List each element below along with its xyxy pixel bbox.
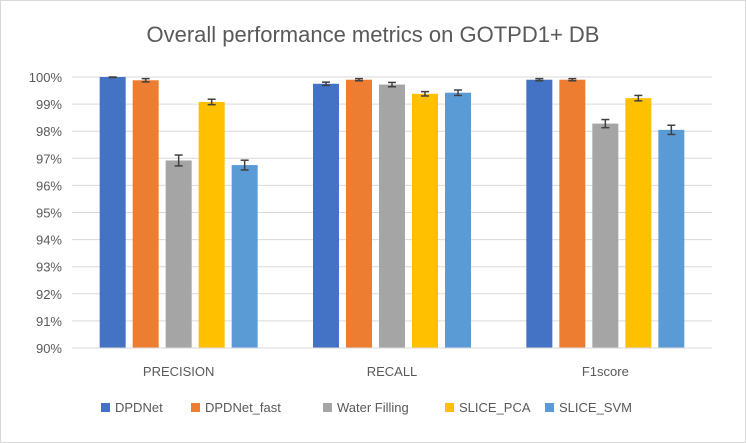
y-tick-label: 92% [36,287,62,302]
y-tick-label: 96% [36,178,62,193]
error-bar [141,77,150,83]
legend-swatch [445,403,454,412]
error-bar [601,118,610,129]
legend-swatch [191,403,200,412]
error-bar [207,98,216,106]
error-bar [355,77,363,82]
legend-swatch [545,403,554,412]
bar [592,123,619,348]
legend-item: DPDNet [101,400,163,415]
y-tick-label: 93% [36,260,62,275]
error-bar [454,89,462,97]
bar [231,165,258,348]
error-bar [322,81,330,87]
error-bar [568,77,577,82]
y-tick-label: 91% [36,314,62,329]
error-bar [634,94,643,102]
bar [658,129,685,348]
error-bar [174,154,183,167]
y-tick-label: 100% [29,70,63,85]
legend-label: SLICE_PCA [459,400,531,415]
legend-item: DPDNet_fast [191,400,281,415]
y-tick-label: 97% [36,151,62,166]
y-tick-label: 94% [36,233,62,248]
y-tick-label: 90% [36,341,62,356]
y-tick-label: 99% [36,97,62,112]
bar [165,160,192,348]
y-tick-label: 95% [36,206,62,221]
bar [559,79,586,349]
legend-swatch [323,403,332,412]
legend: DPDNet DPDNet_fast Water Filling SLICE_PCA S… [101,400,632,415]
legend-label: SLICE_SVM [559,400,632,415]
error-bar [108,76,117,79]
y-axis-ticks: 90% 91% 92% 93% 94% 95% 96% 97% 98% 99% 100% [29,70,63,356]
legend-swatch [101,403,110,412]
error-bar [240,159,249,171]
x-axis-categories: PRECISION RECALL F1score [143,364,629,379]
chart-title: Overall performance metrics on GOTPD1+ D… [147,22,600,47]
error-bar [535,77,544,82]
legend-item: SLICE_PCA [445,400,531,415]
legend-label: Water Filling [337,400,409,415]
bar [132,80,159,348]
x-category-label: F1score [582,364,629,379]
error-bar [421,90,429,97]
bar [412,93,438,348]
legend-label: DPDNet [115,400,163,415]
x-category-label: PRECISION [143,364,215,379]
bar [313,83,339,349]
bar [346,79,372,349]
legend-item: Water Filling [323,400,409,415]
bar [198,101,225,348]
bars [99,77,685,349]
bar [526,79,553,349]
error-bars [108,76,676,171]
bar [445,92,471,348]
error-bar [667,124,676,136]
error-bar [388,81,396,88]
legend-item: SLICE_SVM [545,400,632,415]
y-tick-label: 98% [36,124,62,139]
bar [379,84,405,348]
bar [99,77,126,348]
bar [625,98,652,348]
x-category-label: RECALL [367,364,418,379]
legend-label: DPDNet_fast [205,400,281,415]
